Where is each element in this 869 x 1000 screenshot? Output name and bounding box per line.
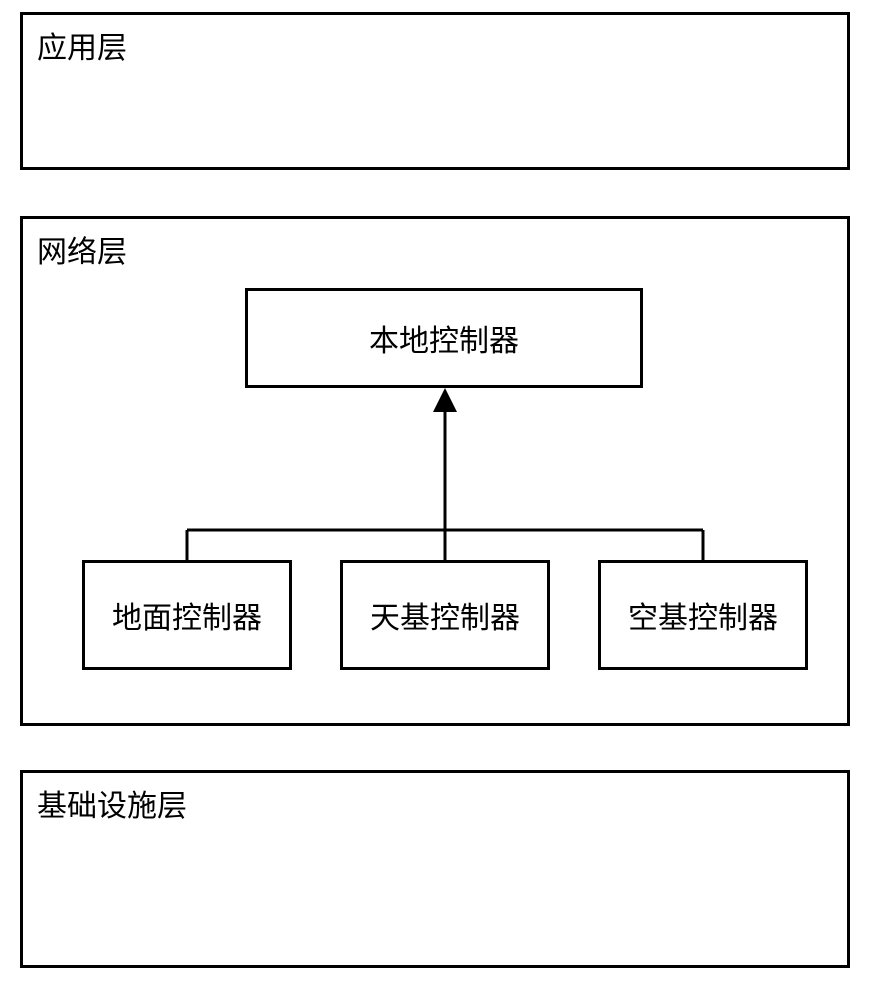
layer-network-label: 网络层 bbox=[37, 227, 127, 271]
node-air-controller: 空基控制器 bbox=[598, 560, 808, 670]
layer-application: 应用层 bbox=[20, 12, 850, 170]
layer-infrastructure-label: 基础设施层 bbox=[37, 781, 187, 825]
node-local-controller: 本地控制器 bbox=[245, 288, 643, 388]
node-sky-controller-label: 天基控制器 bbox=[370, 593, 520, 637]
diagram-canvas: 应用层 网络层 基础设施层 本地控制器 地面控制器 天基控制器 空基控制器 bbox=[0, 0, 869, 1000]
node-ground-controller-label: 地面控制器 bbox=[112, 593, 262, 637]
layer-application-label: 应用层 bbox=[37, 23, 127, 67]
node-sky-controller: 天基控制器 bbox=[340, 560, 550, 670]
node-ground-controller: 地面控制器 bbox=[82, 560, 292, 670]
layer-infrastructure: 基础设施层 bbox=[20, 770, 850, 968]
node-local-controller-label: 本地控制器 bbox=[369, 316, 519, 360]
node-air-controller-label: 空基控制器 bbox=[628, 593, 778, 637]
